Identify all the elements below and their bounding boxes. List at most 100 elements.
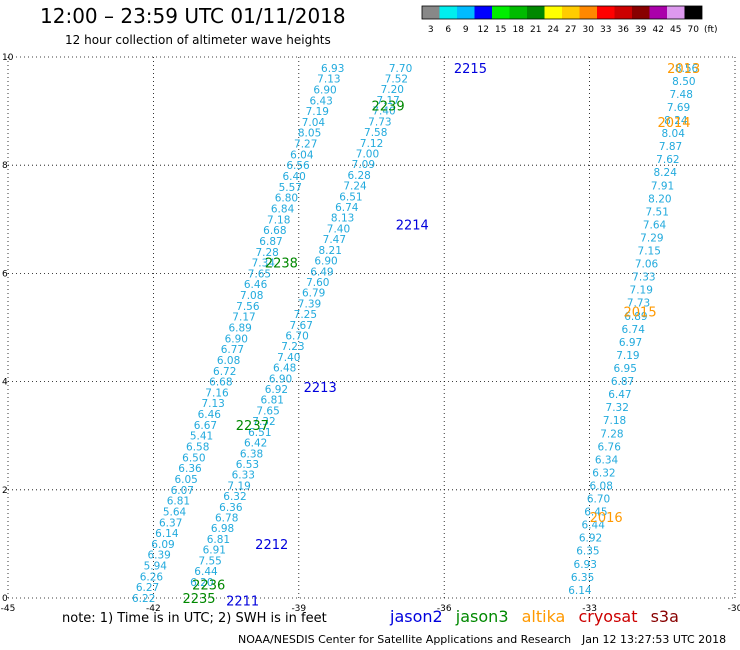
pass-time-label: 2211 bbox=[226, 595, 259, 610]
swh-data-point: 6.38 bbox=[240, 448, 263, 460]
pass-time-label: 2235 bbox=[182, 592, 215, 607]
swh-data-point: 7.32 bbox=[606, 402, 629, 414]
pass-time-labels: 2215 2214 2213 2212 2211 2239 2238 2237 22362235… bbox=[182, 62, 700, 610]
swh-data-point: 6.05 bbox=[174, 474, 197, 486]
pass-time-label: 2238 bbox=[265, 257, 298, 272]
swh-data-point: 6.87 bbox=[611, 376, 634, 388]
pass-time-label: 2215 bbox=[454, 62, 487, 77]
swh-data-point: 8.56 bbox=[675, 63, 699, 75]
colorbar-frame bbox=[421, 5, 703, 20]
swh-data-point: 6.67 bbox=[194, 420, 217, 432]
swh-data-point: 7.19 bbox=[227, 480, 250, 492]
x-tick-label: -33 bbox=[582, 604, 597, 614]
swh-data-point: 6.76 bbox=[598, 441, 622, 453]
colorbar-swatch bbox=[649, 6, 667, 19]
swh-data-point: 7.73 bbox=[627, 298, 650, 310]
color-scale-bar: 3 6 9 12 15 18 21 24 27 30 33 36 39 42 45 70 (ft) bbox=[421, 5, 718, 35]
colorbar-label: 12 bbox=[478, 25, 489, 35]
swh-data-point: 7.09 bbox=[352, 159, 375, 171]
swh-data-point: 8.05 bbox=[298, 128, 321, 140]
swh-data-point: 6.35 bbox=[576, 546, 599, 558]
swh-data-point: 6.93 bbox=[574, 559, 597, 571]
swh-data-point: 5.41 bbox=[190, 431, 213, 443]
colorbar-swatch bbox=[684, 6, 702, 19]
swh-data-point: 7.55 bbox=[198, 555, 221, 567]
swh-data-point: 6.28 bbox=[347, 170, 370, 182]
swh-data-point: 7.48 bbox=[670, 89, 693, 101]
x-tick-label: -42 bbox=[146, 604, 161, 614]
swh-data-point: 6.43 bbox=[309, 95, 332, 107]
colorbar-label: 18 bbox=[513, 25, 525, 35]
colorbar-label: 33 bbox=[600, 25, 611, 35]
swh-data-point: 7.28 bbox=[600, 428, 623, 440]
swh-data-point: 6.93 bbox=[321, 63, 344, 75]
colorbar-swatch bbox=[439, 6, 457, 19]
colorbar-swatch bbox=[632, 6, 650, 19]
swh-data-point: 7.65 bbox=[256, 405, 279, 417]
swh-data-point: 6.35 bbox=[571, 572, 594, 584]
swh-data-point: 7.62 bbox=[656, 154, 679, 166]
swh-data-point: 6.39 bbox=[147, 550, 170, 562]
colorbar-label: 9 bbox=[463, 25, 469, 35]
y-tick-label: 8 bbox=[2, 161, 8, 171]
pass-time-label: 2239 bbox=[372, 100, 405, 115]
swh-data-point: 6.32 bbox=[223, 491, 246, 503]
swh-data-point: 6.80 bbox=[275, 193, 298, 205]
swh-data-point: 7.06 bbox=[635, 259, 659, 271]
swh-data-point: 6.44 bbox=[194, 566, 218, 578]
swh-data-point: 6.27 bbox=[136, 582, 159, 594]
swh-data-point: 6.46 bbox=[198, 409, 222, 421]
swh-data-point: 7.87 bbox=[659, 141, 682, 153]
footnote: note: 1) Time is in UTC; 2) SWH is in fe… bbox=[62, 611, 327, 626]
swh-data-point: 7.40 bbox=[277, 352, 300, 364]
swh-data-point: 6.70 bbox=[285, 331, 308, 343]
colorbar-label: 6 bbox=[445, 25, 451, 35]
swh-data-point: 7.40 bbox=[372, 106, 395, 118]
swh-data-point: 7.65 bbox=[248, 268, 271, 280]
swh-data-point: 7.40 bbox=[327, 223, 350, 235]
swh-data-point: 6.87 bbox=[259, 236, 282, 248]
swh-data-point: 6.32 bbox=[592, 467, 615, 479]
swh-data-point: 6.72 bbox=[213, 366, 236, 378]
swh-data-point: 6.51 bbox=[339, 191, 362, 203]
swh-data-point: 6.84 bbox=[271, 203, 295, 215]
swh-data-point: 7.33 bbox=[632, 272, 655, 284]
colorbar-label: 27 bbox=[565, 25, 576, 35]
swh-data-point: 6.36 bbox=[178, 463, 202, 475]
colorbar-swatch bbox=[597, 6, 615, 19]
colorbar-swatch bbox=[509, 6, 527, 19]
swh-data-point: 7.32 bbox=[252, 416, 275, 428]
swh-data-point: 6.92 bbox=[579, 533, 602, 545]
swh-data-point: 6.98 bbox=[211, 523, 234, 535]
swh-data-point: 6.68 bbox=[209, 377, 232, 389]
swh-data-point: 6.90 bbox=[225, 333, 248, 345]
swh-data-point: 6.37 bbox=[159, 517, 182, 529]
swh-data-point: 7.51 bbox=[646, 206, 669, 218]
swh-data-point: 6.56 bbox=[286, 160, 310, 172]
swh-data-point: 7.39 bbox=[298, 298, 321, 310]
satellite-legend: jason2 jason3 altika cryosat s3a bbox=[390, 607, 687, 626]
swh-data-point: 6.45 bbox=[584, 507, 607, 519]
swh-data-point: 6.95 bbox=[614, 363, 637, 375]
colorbar-label: 24 bbox=[548, 25, 560, 35]
swh-data-point: 6.42 bbox=[244, 438, 267, 450]
pass-time-label: 2013 bbox=[667, 62, 700, 77]
swh-data-point: 8.13 bbox=[331, 213, 354, 225]
colorbar-label: 3 bbox=[428, 25, 434, 35]
swh-data-point: 7.29 bbox=[640, 232, 663, 244]
pass-time-label: 2213 bbox=[304, 381, 337, 396]
colorbar-swatch bbox=[457, 6, 475, 19]
swh-data-point: 7.08 bbox=[240, 290, 263, 302]
y-tick-label: 10 bbox=[2, 53, 14, 63]
pass-time-label: 2236 bbox=[192, 578, 225, 593]
swh-data-point: 6.14 bbox=[568, 585, 592, 597]
swh-data-point: 7.25 bbox=[294, 309, 317, 321]
swh-data-point: 6.51 bbox=[248, 427, 271, 439]
swh-data-point: 7.17 bbox=[232, 312, 255, 324]
swh-data-point: 6.90 bbox=[313, 84, 336, 96]
pass-time-label: 2015 bbox=[624, 305, 657, 320]
swh-data-point: 7.19 bbox=[616, 350, 639, 362]
colorbar-swatch bbox=[544, 6, 562, 19]
swh-data-point: 7.19 bbox=[630, 285, 653, 297]
colorbar-swatch bbox=[492, 6, 510, 19]
